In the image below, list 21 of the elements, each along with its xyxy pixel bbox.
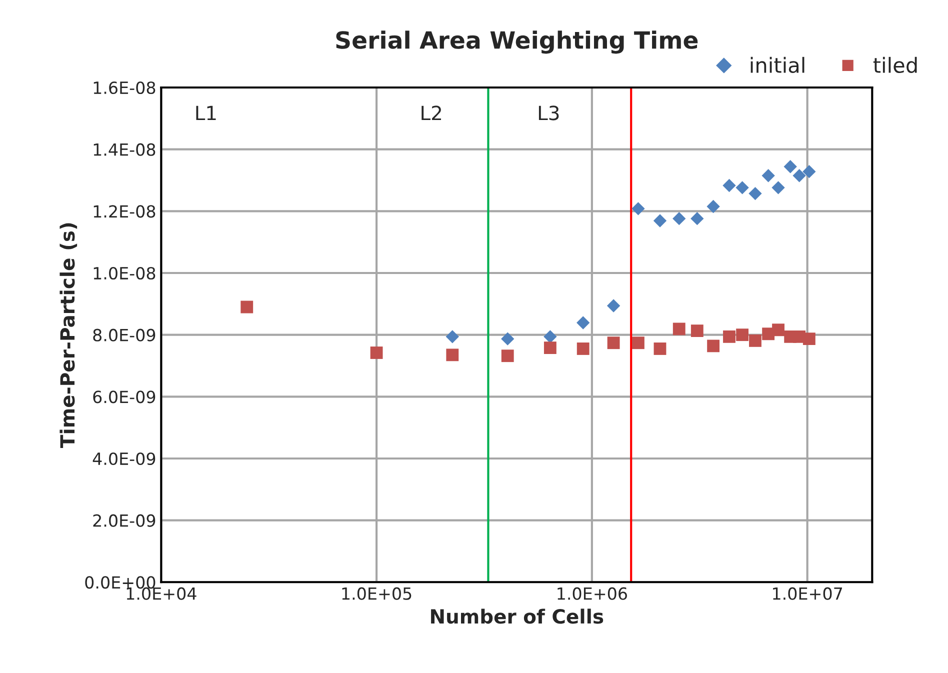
annotation: L3	[538, 106, 559, 120]
y-tick-label: 8.0E-09	[93, 328, 156, 342]
legend-label: tiled	[873, 56, 917, 74]
annotation: L1	[196, 106, 216, 120]
chart-title: Serial Area Weighting Time	[336, 30, 698, 54]
annotation: L2	[422, 106, 441, 120]
y-tick-label: 4.0E-09	[92, 452, 156, 466]
y-tick-label: 6.0E-09	[93, 390, 156, 404]
legend-label: initial	[750, 56, 804, 74]
y-axis-title: Time-Per-Particle (s)	[60, 223, 78, 448]
y-tick-label: 1.0E-08	[94, 266, 156, 280]
x-tick-label: 1.0E+06	[558, 587, 627, 600]
y-tick-label: 2.0E-09	[93, 514, 156, 527]
x-tick-label: 1.0E+07	[773, 587, 842, 600]
x-tick-label: 1.0E+05	[342, 587, 412, 600]
x-tick-label: 1.0E+04	[126, 587, 196, 600]
y-tick-label: 0.0E+00	[85, 576, 156, 589]
y-tick-label: 1.6E-08	[94, 81, 156, 94]
x-axis-title: Number of Cells	[431, 608, 604, 624]
y-tick-label: 1.2E-08	[94, 205, 156, 218]
y-tick-label: 1.4E-08	[94, 143, 156, 156]
